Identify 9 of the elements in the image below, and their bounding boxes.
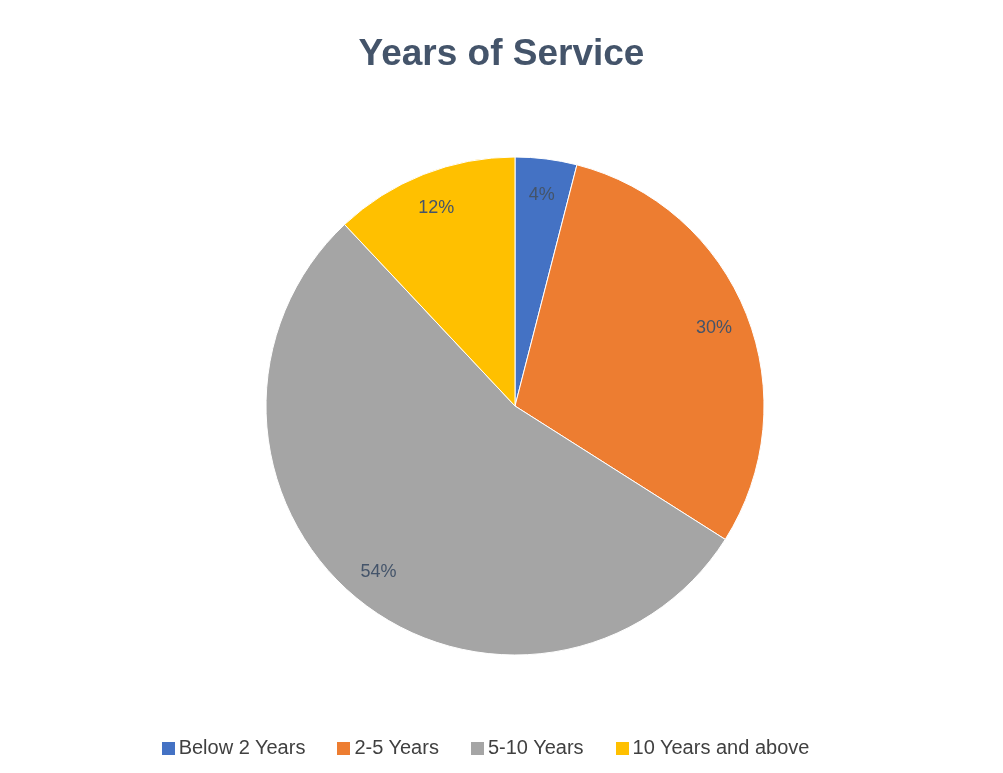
legend-label: 2-5 Years bbox=[354, 736, 439, 758]
data-label: 54% bbox=[360, 561, 397, 581]
data-label: 4% bbox=[528, 183, 555, 204]
data-label: 30% bbox=[696, 317, 733, 338]
legend-label: 10 Years and above bbox=[632, 736, 810, 758]
data-label: 12% bbox=[418, 196, 455, 217]
legend-label: 5-10 Years bbox=[487, 736, 584, 758]
chart-title: Years of Service bbox=[357, 32, 646, 74]
legend-label: Below 2 Years bbox=[178, 736, 306, 758]
